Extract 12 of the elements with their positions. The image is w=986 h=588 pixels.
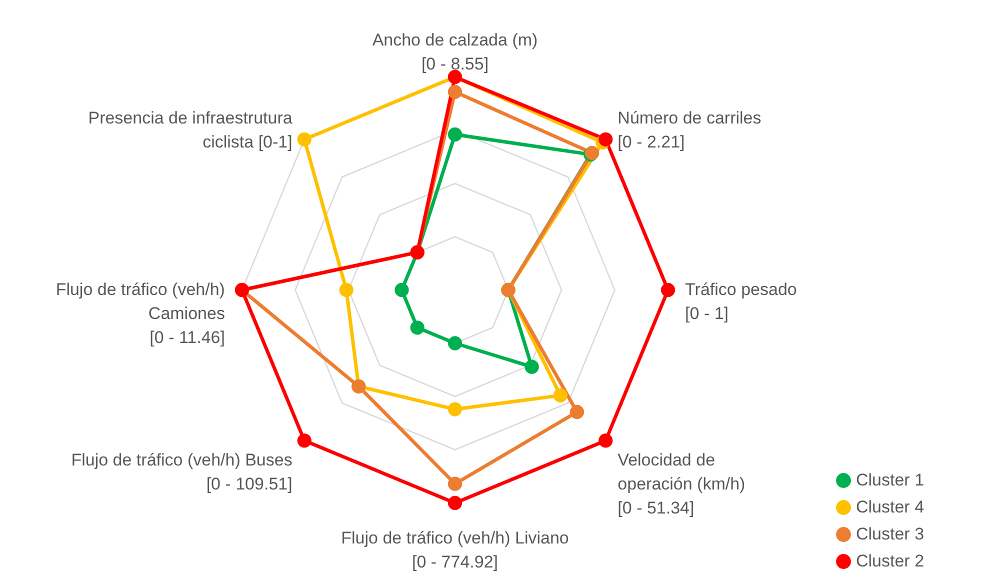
legend-label: Cluster 2	[856, 552, 924, 570]
spoke-label: Velocidad de operación (km/h) [0 - 51.34]	[618, 450, 746, 518]
spoke-label: Flujo de tráfico (veh/h) Liviano [0 - 774.92]	[341, 528, 569, 572]
legend-label: Cluster 4	[856, 498, 924, 516]
spoke-label: Flujo de tráfico (veh/h) Buses [0 - 109.51]	[71, 450, 292, 494]
spoke-label: Tráfico pesado [0 - 1]	[685, 280, 797, 323]
legend-label: Cluster 3	[856, 524, 924, 544]
spoke-label: Presencia de infraestrutura ciclista [0-1]	[88, 108, 293, 152]
spoke-label: Flujo de tráfico (veh/h) Camiones [0 - 11.46]	[56, 280, 225, 347]
spoke-label: Ancho de calzada (m) [0 - 8.55]	[372, 30, 538, 74]
spoke-label: Número de carriles [0 - 2.21]	[618, 108, 762, 152]
legend-label: Cluster 1	[856, 470, 924, 490]
